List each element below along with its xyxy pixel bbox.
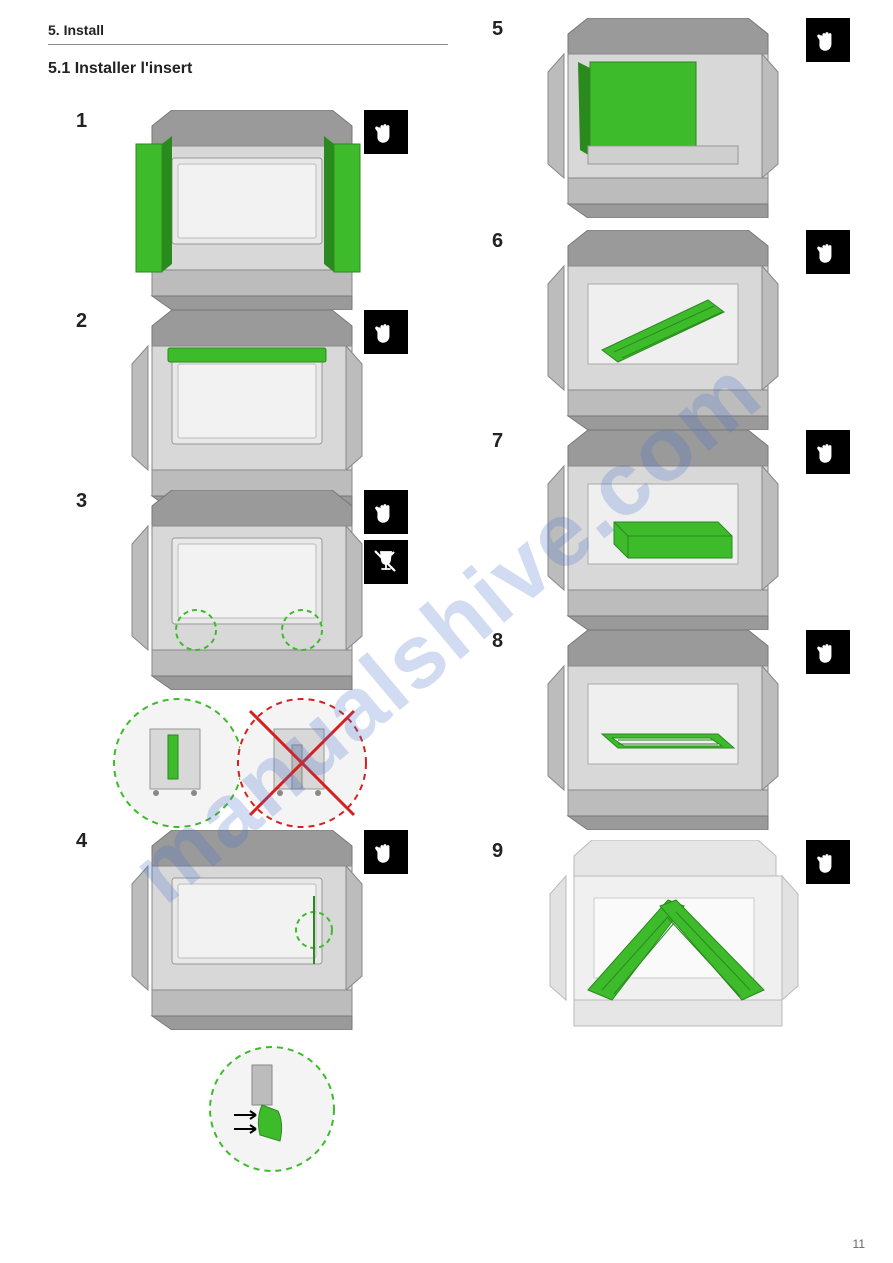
step-diagram [102,490,382,849]
hand-icon [806,840,850,884]
step3-details [102,689,382,849]
hand-icon [806,430,850,474]
header-rule [48,44,448,45]
appliance-diagram [518,430,798,630]
hand-icon [364,830,408,874]
step-number: 9 [492,840,503,863]
step4-detail [102,1035,382,1185]
step-number: 6 [492,230,503,253]
appliance-diagram [518,18,798,218]
fragile-icon [364,540,408,584]
hand-icon [806,630,850,674]
hand-icon [806,230,850,274]
hand-icon [806,18,850,62]
appliance-diagram [518,630,798,830]
step-diagram [518,18,798,223]
hand-icon [364,490,408,534]
step-number: 5 [492,18,503,41]
step-number: 8 [492,630,503,653]
step-number: 2 [76,310,87,333]
step-diagram [102,830,382,1185]
step-number: 3 [76,490,87,513]
appliance-diagram [518,840,818,1050]
appliance-diagram [102,490,382,690]
step-number: 7 [492,430,503,453]
step-diagram [518,230,798,435]
step-number: 1 [76,110,87,133]
appliance-diagram [518,230,798,430]
step-diagram [518,630,798,835]
appliance-diagram [102,830,382,1030]
step-diagram [518,840,818,1055]
step-diagram [102,310,382,515]
hand-icon [364,310,408,354]
hand-icon [364,110,408,154]
appliance-diagram [102,310,382,510]
step-diagram [518,430,798,635]
page-header-label: 5. Install [48,22,104,38]
page-number: 11 [853,1237,865,1251]
step-diagram [102,110,382,315]
step-number: 4 [76,830,87,853]
section-title: 5.1 Installer l'insert [48,60,192,78]
appliance-diagram [102,110,382,310]
